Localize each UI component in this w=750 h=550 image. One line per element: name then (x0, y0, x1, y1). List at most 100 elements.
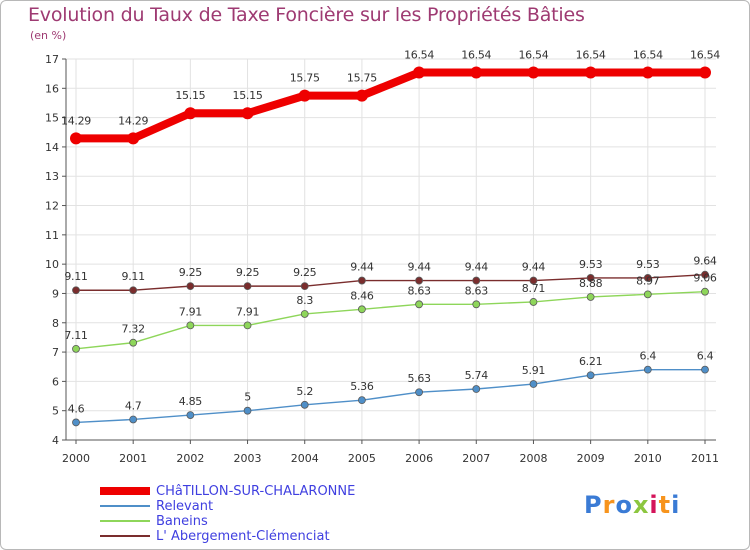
data-point (701, 365, 709, 374)
data-label: 6.4 (697, 350, 714, 363)
data-point (300, 400, 309, 409)
data-label: 8.71 (522, 282, 545, 295)
data-point (701, 270, 709, 279)
data-point (529, 298, 538, 306)
legend-swatch (100, 487, 150, 495)
data-label: 8.63 (407, 284, 431, 297)
series-line-1 (75, 368, 706, 424)
data-point (358, 396, 366, 405)
logo-letter: x (632, 491, 650, 519)
data-point (529, 276, 538, 285)
data-point (358, 305, 366, 314)
data-point (300, 310, 309, 318)
data-point (72, 286, 80, 295)
data-point (186, 282, 195, 291)
data-label: 9.11 (122, 270, 145, 283)
data-label: 4.85 (179, 395, 203, 408)
data-label: 9.44 (522, 261, 546, 274)
data-label: 7.32 (122, 323, 145, 336)
data-point (243, 406, 252, 415)
data-label: 9.64 (693, 255, 717, 268)
data-label: 9.11 (64, 270, 87, 283)
legend-swatch (100, 505, 150, 507)
data-point (415, 276, 423, 285)
data-label: 14.29 (118, 114, 148, 127)
logo-letter: P (584, 491, 603, 519)
data-label: 7.11 (64, 329, 87, 342)
data-label: 16.54 (461, 48, 491, 61)
data-point (472, 300, 481, 309)
data-point (186, 321, 195, 330)
y-tick-label: 16 (45, 82, 59, 95)
data-label: 15.75 (290, 72, 320, 85)
x-tick-label: 2002 (176, 452, 204, 465)
logo-letter: i (649, 491, 659, 519)
x-tick-label: 2004 (291, 452, 319, 465)
data-point (586, 293, 595, 301)
axes: 4 5 6 7 8 9 10 11 12 13 14 15 16 17 2000 2001 2002 2003 20… (45, 53, 719, 465)
series-line-2 (75, 291, 706, 350)
y-tick-label: 11 (45, 229, 59, 242)
plot-area (66, 59, 716, 440)
data-label: 9.53 (579, 258, 603, 271)
data-label: 15.15 (233, 89, 263, 102)
data-label: 16.54 (690, 48, 720, 61)
series-layer (70, 66, 711, 427)
logo-letter: t (658, 491, 672, 519)
data-label: 9.25 (179, 266, 203, 279)
data-label: 8.46 (350, 289, 374, 302)
data-label: 15.75 (347, 72, 377, 85)
data-label: 16.54 (633, 48, 663, 61)
data-label: 16.54 (576, 48, 606, 61)
data-point (72, 344, 80, 353)
data-point (586, 274, 595, 282)
data-label: 5.63 (407, 372, 431, 385)
data-point (701, 287, 709, 296)
x-tick-label: 2007 (462, 452, 490, 465)
data-point (643, 274, 652, 282)
x-tick-label: 2005 (348, 452, 376, 465)
data-point (70, 132, 82, 145)
data-label: 5.91 (522, 364, 545, 377)
data-label: 7.91 (179, 305, 202, 318)
x-tick-label: 2008 (519, 452, 547, 465)
proxiti-logo: Proxiti (584, 491, 680, 519)
data-point (529, 380, 538, 388)
data-label: 9.06 (693, 272, 717, 285)
data-label: 16.54 (518, 48, 548, 61)
y-tick-label: 6 (52, 375, 59, 388)
legend-label: L' Abergement-Clémenciat (156, 528, 330, 544)
data-point (127, 132, 140, 145)
y-tick-label: 5 (52, 405, 59, 418)
data-label: 9.25 (293, 266, 317, 279)
grid (66, 58, 716, 441)
data-point (472, 385, 481, 393)
legend-label: Relevant (156, 498, 214, 514)
data-point (641, 66, 654, 79)
legend-item: Baneins (100, 514, 208, 528)
data-label: 9.25 (236, 266, 260, 279)
y-tick-label: 9 (52, 287, 59, 300)
data-point (699, 66, 711, 79)
y-tick-label: 4 (52, 434, 59, 447)
data-point (415, 388, 423, 397)
data-label: 8.88 (579, 277, 603, 290)
y-tick-label: 12 (45, 200, 59, 213)
x-tick-label: 2011 (691, 452, 719, 465)
data-point (355, 89, 368, 102)
y-tick-label: 15 (45, 112, 59, 125)
data-label: 4.7 (125, 399, 142, 412)
data-point (586, 371, 595, 380)
data-label: 8.97 (636, 274, 660, 287)
data-point (72, 418, 80, 427)
legend-item: Relevant (100, 499, 213, 513)
series-line-0 (72, 68, 709, 143)
data-point (643, 290, 652, 299)
y-tick-label: 17 (45, 53, 59, 66)
data-label: 5 (244, 391, 251, 404)
chart-title: Evolution du Taux de Taxe Foncière sur l… (28, 4, 585, 26)
data-point (643, 365, 652, 374)
data-label: 14.29 (61, 114, 91, 127)
data-point (470, 66, 483, 79)
